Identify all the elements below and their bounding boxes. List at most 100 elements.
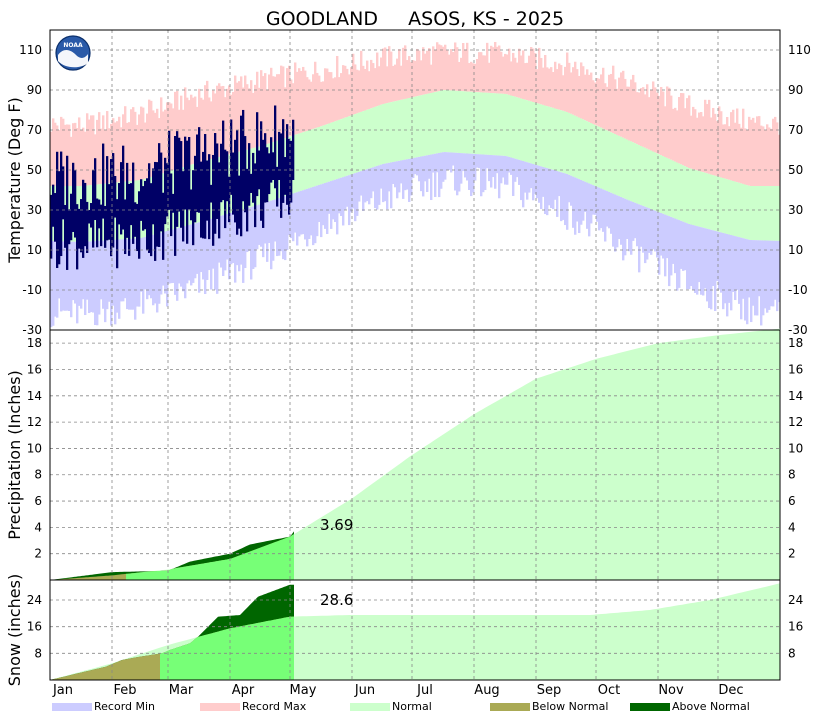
temperature-tick-label-left: 70 — [27, 123, 42, 137]
observed-temperature-bar — [264, 133, 267, 203]
precipitation-tick-label-right: 10 — [788, 441, 803, 455]
month-label: Jun — [354, 683, 375, 698]
normal-range-bar — [378, 105, 381, 166]
observed-temperature-bar — [208, 154, 211, 240]
record-max-bar — [554, 61, 557, 109]
record-max-bar — [496, 46, 499, 94]
record-min-bar — [398, 160, 401, 193]
record-max-bar — [144, 122, 147, 179]
normal-range-bar — [690, 168, 693, 225]
record-min-bar — [202, 221, 205, 280]
observed-temperature-bar — [226, 151, 229, 202]
record-min-bar — [152, 234, 155, 306]
record-min-bar — [724, 233, 727, 304]
record-max-bar — [204, 85, 207, 161]
record-min-bar — [186, 225, 189, 284]
record-max-bar — [164, 109, 167, 173]
record-max-bar — [546, 67, 549, 107]
normal-range-bar — [760, 186, 763, 241]
observed-temperature-bar — [132, 162, 135, 244]
legend-label: Above Normal — [672, 700, 750, 713]
record-max-bar — [498, 45, 501, 94]
record-min-bar — [728, 234, 731, 303]
record-min-bar — [266, 202, 269, 262]
record-min-bar — [346, 175, 349, 207]
normal-range-bar — [360, 111, 363, 172]
normal-range-bar — [516, 97, 519, 160]
record-min-bar — [770, 240, 773, 307]
record-max-bar — [522, 50, 525, 100]
normal-range-bar — [600, 127, 603, 189]
normal-range-bar — [408, 98, 411, 159]
record-min-bar — [558, 171, 561, 197]
record-max-bar — [146, 113, 149, 179]
record-min-bar — [530, 163, 533, 189]
observed-temperature-bar — [64, 204, 67, 248]
record-max-bar — [460, 57, 463, 92]
normal-range-bar — [478, 92, 481, 155]
normal-range-bar — [674, 161, 677, 219]
record-min-bar — [262, 203, 265, 258]
record-max-bar — [372, 63, 375, 108]
record-max-bar — [98, 112, 101, 185]
record-min-bar — [452, 152, 455, 166]
record-max-bar — [162, 111, 165, 174]
record-max-bar — [386, 66, 389, 104]
record-max-bar — [774, 116, 777, 186]
record-min-bar — [658, 212, 661, 275]
record-min-bar — [192, 223, 195, 283]
record-max-bar — [630, 79, 633, 142]
record-min-bar — [716, 231, 719, 282]
record-max-bar — [484, 55, 487, 93]
record-max-bar — [310, 81, 313, 130]
observed-temperature-bar — [232, 152, 235, 215]
record-max-bar — [358, 70, 361, 113]
record-min-bar — [344, 176, 347, 210]
record-max-bar — [388, 46, 391, 103]
record-max-bar — [354, 64, 357, 115]
record-min-bar — [602, 189, 605, 232]
precipitation-tick-label-left: 12 — [27, 415, 42, 429]
normal-range-bar — [744, 184, 747, 239]
record-min-bar — [324, 183, 327, 229]
normal-range-bar — [370, 108, 373, 168]
record-max-bar — [704, 99, 707, 173]
record-max-bar — [408, 56, 411, 99]
record-min-bar — [170, 229, 173, 284]
normal-range-bar — [630, 141, 633, 202]
normal-range-bar — [422, 94, 425, 157]
record-max-bar — [72, 123, 75, 186]
normal-range-bar — [480, 92, 483, 155]
record-min-bar — [374, 166, 377, 209]
observed-temperature-bar — [238, 175, 241, 229]
record-max-bar — [350, 67, 353, 116]
observed-temperature-bar — [262, 139, 265, 228]
legend-swatch — [490, 703, 530, 711]
normal-range-bar — [492, 93, 495, 156]
observed-temperature-bar — [108, 184, 111, 240]
normal-range-bar — [692, 169, 695, 226]
observed-temperature-bar — [240, 115, 243, 237]
record-min-bar — [732, 235, 735, 292]
record-min-bar — [700, 227, 703, 295]
record-max-bar — [270, 67, 273, 143]
record-min-bar — [92, 241, 95, 313]
record-max-bar — [298, 68, 301, 134]
record-max-bar — [258, 87, 261, 147]
normal-range-bar — [610, 132, 613, 193]
record-max-bar — [60, 116, 63, 186]
temperature-tick-label-right: 50 — [788, 163, 803, 177]
record-max-bar — [718, 106, 721, 177]
normal-range-bar — [530, 101, 533, 164]
record-max-bar — [594, 82, 597, 125]
record-max-bar — [680, 93, 683, 165]
snow-observed-normal-overlap — [160, 616, 294, 680]
record-max-bar — [384, 47, 387, 104]
record-max-bar — [604, 83, 607, 130]
normal-range-bar — [766, 186, 769, 241]
normal-range-bar — [354, 114, 357, 174]
record-max-bar — [88, 119, 91, 186]
observed-temperature-bar — [162, 192, 165, 260]
record-min-bar — [664, 214, 667, 277]
